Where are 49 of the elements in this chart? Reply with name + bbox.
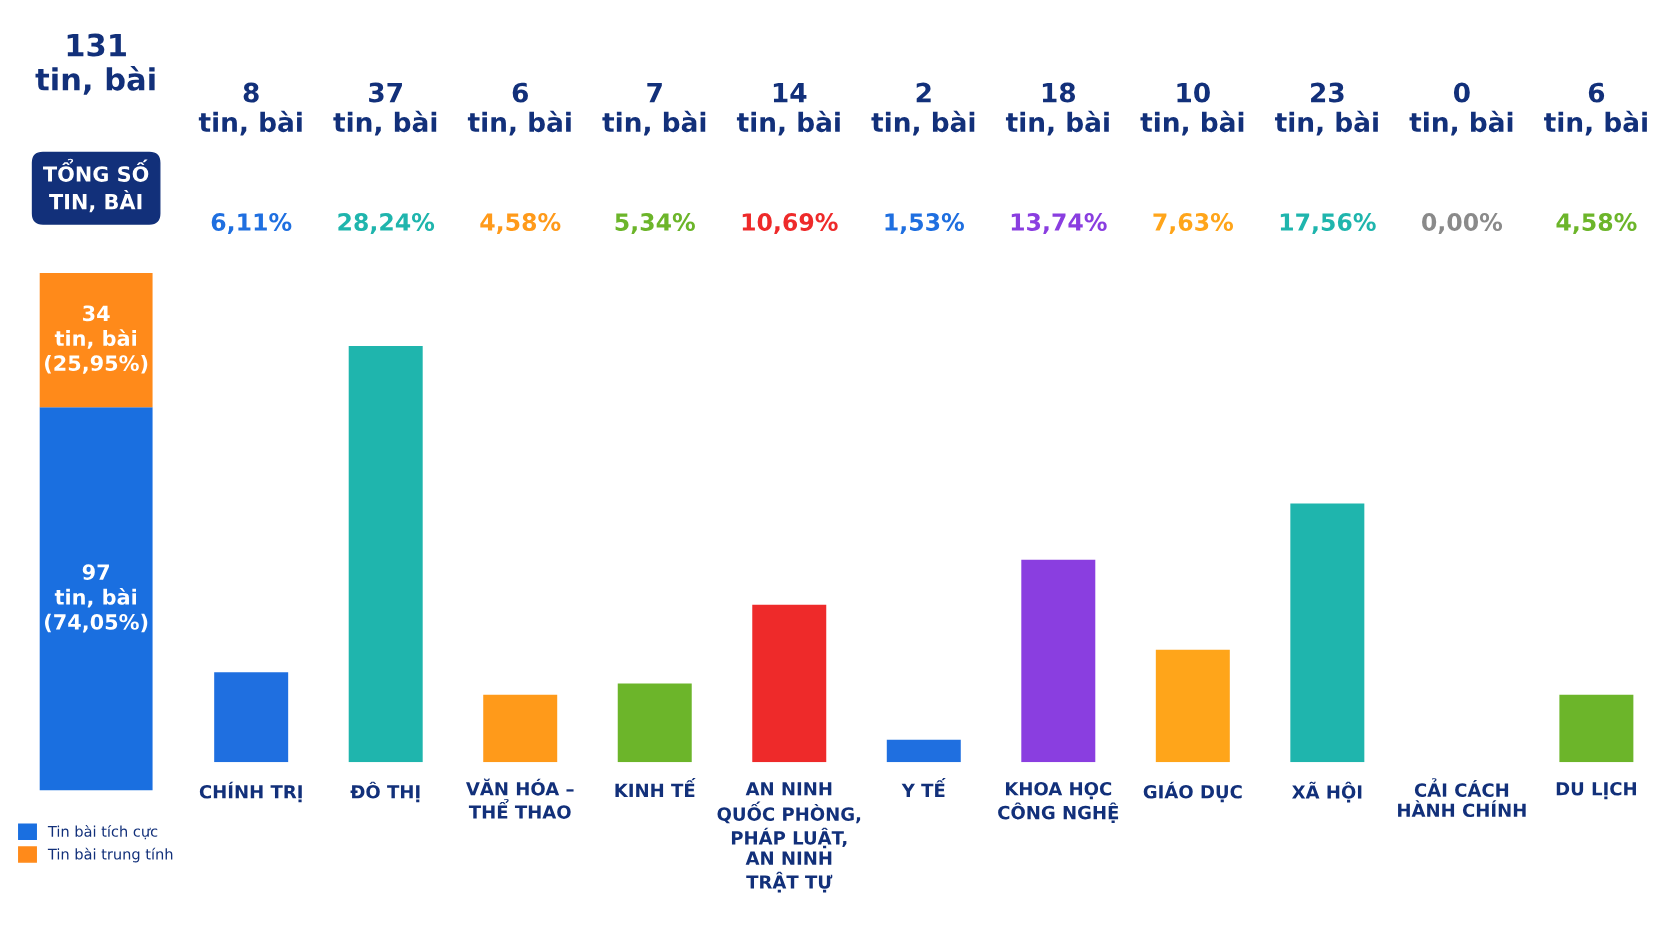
x-tick-label: CẢI CÁCH HÀNH CHÍNH bbox=[1398, 778, 1526, 818]
data-label: 7 tin, bài bbox=[602, 82, 706, 136]
bar bbox=[483, 694, 558, 763]
x-tick-label: KINH TẾ bbox=[615, 777, 696, 797]
x-tick-label: GIÁO DỤC bbox=[1143, 781, 1242, 803]
data-label: 97 tin, bài (74,05%) bbox=[45, 564, 148, 633]
data-label: 14 tin, bài bbox=[736, 82, 840, 136]
bar bbox=[1155, 649, 1230, 763]
text: 5,34% bbox=[615, 213, 695, 234]
data-label: 6 tin, bài bbox=[467, 82, 571, 136]
data-label: 23 tin, bài bbox=[1274, 82, 1378, 136]
text: 6,11% bbox=[211, 213, 292, 234]
text: 1,53% bbox=[885, 213, 964, 234]
chart-subtitle: TỔNG SỐ TIN, BÀI bbox=[43, 158, 149, 213]
bar bbox=[214, 672, 289, 763]
text: 4,58% bbox=[1556, 213, 1637, 234]
bar bbox=[1021, 559, 1096, 763]
text: 0,00% bbox=[1422, 213, 1503, 234]
data-label: 37 tin, bài bbox=[333, 82, 437, 136]
data-label: 6 tin, bài bbox=[1544, 82, 1647, 136]
bar bbox=[1290, 503, 1365, 763]
x-tick-label: VĂN HÓA – THỂ THAO bbox=[466, 778, 574, 819]
text: 17,56% bbox=[1280, 213, 1376, 234]
data-label: 8 tin, bài bbox=[198, 82, 302, 136]
bar bbox=[1559, 694, 1634, 763]
bar bbox=[617, 683, 692, 763]
x-tick-label: DU LỊCH bbox=[1556, 781, 1636, 800]
legend-label: Tin bài tích cực bbox=[47, 825, 158, 840]
x-tick-label: KHOA HỌC CÔNG NGHỆ bbox=[998, 781, 1119, 824]
data-label: 2 tin, bài bbox=[871, 82, 975, 136]
data-label: 0 tin, bài bbox=[1409, 82, 1513, 136]
text: 28,24% bbox=[338, 213, 435, 234]
x-tick-label: Y TẾ bbox=[901, 777, 946, 797]
legend-label: Tin bài trung tính bbox=[47, 847, 173, 863]
text: 13,74% bbox=[1011, 213, 1107, 234]
bar bbox=[752, 604, 827, 763]
x-tick-label: AN NINH QUỐC PHÒNG, PHÁP LUẬT, AN NINH TRẬT TỰ bbox=[717, 782, 861, 893]
data-label: 18 tin, bài bbox=[1005, 82, 1109, 136]
bar bbox=[348, 345, 423, 763]
text: 4,58% bbox=[480, 213, 561, 234]
data-label: 34 tin, bài (25,95%) bbox=[45, 305, 148, 374]
chart-title: 131 tin, bài bbox=[35, 33, 155, 95]
x-tick-label: XÃ HỘI bbox=[1292, 781, 1362, 803]
bar bbox=[886, 739, 961, 763]
x-tick-label: ĐÔ THỊ bbox=[350, 781, 420, 803]
text: 7,63% bbox=[1153, 213, 1234, 234]
x-tick-label: CHÍNH TRỊ bbox=[199, 781, 302, 803]
data-label: 10 tin, bài bbox=[1140, 82, 1244, 136]
text: 10,69% bbox=[742, 213, 838, 234]
